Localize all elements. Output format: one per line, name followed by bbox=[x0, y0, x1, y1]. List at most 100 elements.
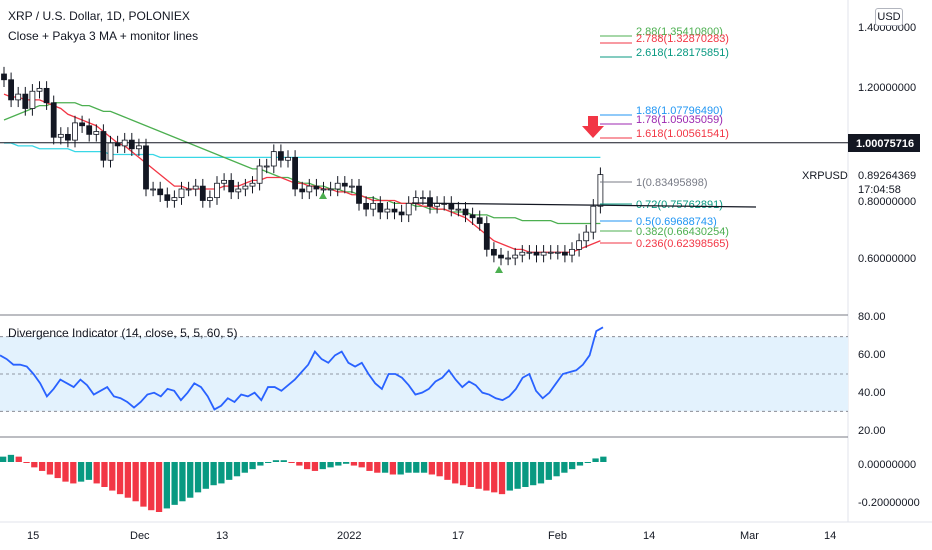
histogram-bar bbox=[358, 462, 365, 468]
candle-body bbox=[22, 93, 29, 109]
candle-body bbox=[313, 185, 320, 190]
price-axis[interactable]: 1.40000000 1.20000000 0.80000000 0.60000… bbox=[802, 22, 920, 265]
price-tick: 1.20000000 bbox=[858, 82, 916, 94]
candle bbox=[114, 135, 121, 154]
histogram-bar bbox=[545, 462, 552, 480]
candle-body bbox=[320, 188, 327, 191]
candle-body bbox=[405, 202, 412, 216]
histogram-bar bbox=[109, 462, 116, 491]
candle bbox=[597, 167, 604, 214]
candle bbox=[107, 135, 114, 168]
candle bbox=[270, 144, 277, 174]
time-label: Feb bbox=[548, 530, 567, 542]
histogram-bar bbox=[265, 462, 272, 463]
histogram-bar bbox=[311, 462, 319, 471]
currency-button[interactable]: USD bbox=[875, 8, 903, 26]
candle bbox=[235, 181, 242, 200]
candle bbox=[86, 118, 93, 142]
histogram-bar bbox=[444, 462, 451, 480]
candle bbox=[36, 81, 43, 99]
candle bbox=[292, 150, 299, 197]
candle bbox=[384, 201, 391, 220]
candle bbox=[214, 176, 220, 205]
candle bbox=[476, 210, 483, 231]
candle-body bbox=[363, 202, 370, 210]
fib-label: 1.618(1.00561541) bbox=[636, 128, 729, 140]
candle-body bbox=[263, 165, 270, 168]
candle-body bbox=[50, 102, 57, 138]
histogram-bar bbox=[31, 462, 38, 468]
histogram-bar bbox=[272, 460, 280, 462]
candle bbox=[562, 245, 568, 263]
candle bbox=[1, 66, 7, 87]
candle bbox=[277, 144, 284, 168]
candle bbox=[405, 196, 412, 223]
hist-tick: -0.20000000 bbox=[858, 497, 920, 509]
candle-body bbox=[292, 156, 299, 190]
fib-label: 0.5(0.69688743) bbox=[636, 216, 717, 228]
candle-body bbox=[185, 188, 192, 191]
candle-body bbox=[150, 188, 157, 191]
candle bbox=[178, 181, 185, 205]
chart-title[interactable]: XRP / U.S. Dollar, 1D, POLONIEX bbox=[8, 9, 190, 23]
candle bbox=[72, 115, 78, 148]
fib-levels: 2.88(1.35410800)2.788(1.32870283) 2.618(1… bbox=[411, 26, 757, 250]
histogram-bar bbox=[436, 462, 443, 477]
candle bbox=[391, 201, 398, 220]
candle-body bbox=[192, 185, 199, 190]
candle-body bbox=[469, 214, 476, 219]
histogram-bar bbox=[163, 462, 170, 509]
time-axis[interactable]: 15 Dec 13 2022 17 Feb 14 Mar 14 bbox=[27, 530, 836, 542]
candle-body bbox=[419, 197, 426, 200]
candle bbox=[306, 178, 313, 200]
osc-tick: 40.00 bbox=[858, 387, 886, 399]
histogram-bar bbox=[124, 462, 132, 498]
down-arrow-marker bbox=[582, 116, 604, 138]
candle-body bbox=[228, 179, 235, 193]
histogram-bar bbox=[7, 454, 15, 462]
candle bbox=[57, 127, 64, 145]
candle-body bbox=[384, 208, 391, 213]
candle-body bbox=[341, 182, 348, 187]
candle-body bbox=[597, 174, 604, 207]
candle-body bbox=[199, 185, 206, 201]
indicator-title[interactable]: Divergence Indicator (14, close, 5, 5, 6… bbox=[8, 326, 238, 340]
last-price-badge bbox=[848, 134, 920, 152]
histogram-bar bbox=[584, 462, 591, 463]
histogram-bar bbox=[85, 462, 93, 480]
histogram-bar bbox=[452, 462, 459, 484]
candle-body bbox=[43, 87, 50, 104]
candle bbox=[540, 245, 547, 263]
candle bbox=[285, 150, 291, 168]
histogram-bar bbox=[132, 462, 139, 502]
candle-body bbox=[519, 251, 526, 256]
histogram-bar bbox=[506, 462, 513, 491]
countdown-label: 17:04:58 bbox=[858, 184, 901, 196]
candle bbox=[121, 132, 128, 154]
histogram-axis[interactable]: 0.00000000 -0.20000000 bbox=[858, 459, 920, 509]
study-title[interactable]: Close + Pakya 3 MA + monitor lines bbox=[8, 29, 199, 43]
fib-label: 1(0.83495898) bbox=[636, 177, 708, 189]
candle bbox=[228, 173, 235, 200]
symbol-label: XRPUSD bbox=[802, 170, 848, 182]
candle bbox=[462, 201, 469, 223]
candle-body bbox=[370, 202, 377, 210]
candle-body bbox=[476, 217, 483, 224]
histogram-bar bbox=[187, 462, 194, 498]
candle bbox=[242, 178, 249, 197]
histogram-bar bbox=[257, 462, 264, 466]
candle bbox=[348, 178, 355, 194]
histogram-bar bbox=[335, 462, 342, 466]
candle-body bbox=[590, 205, 597, 233]
candle-body bbox=[505, 257, 512, 260]
histogram-bar bbox=[413, 462, 420, 473]
histogram-bar bbox=[569, 462, 576, 470]
histogram-bar bbox=[350, 462, 358, 466]
candle-body bbox=[583, 231, 590, 242]
histogram-bar bbox=[381, 462, 389, 473]
oscillator-axis[interactable]: 80.00 60.00 40.00 20.00 bbox=[858, 311, 886, 437]
candle bbox=[79, 115, 85, 133]
histogram-bar bbox=[23, 462, 30, 463]
time-label: 14 bbox=[643, 530, 655, 542]
